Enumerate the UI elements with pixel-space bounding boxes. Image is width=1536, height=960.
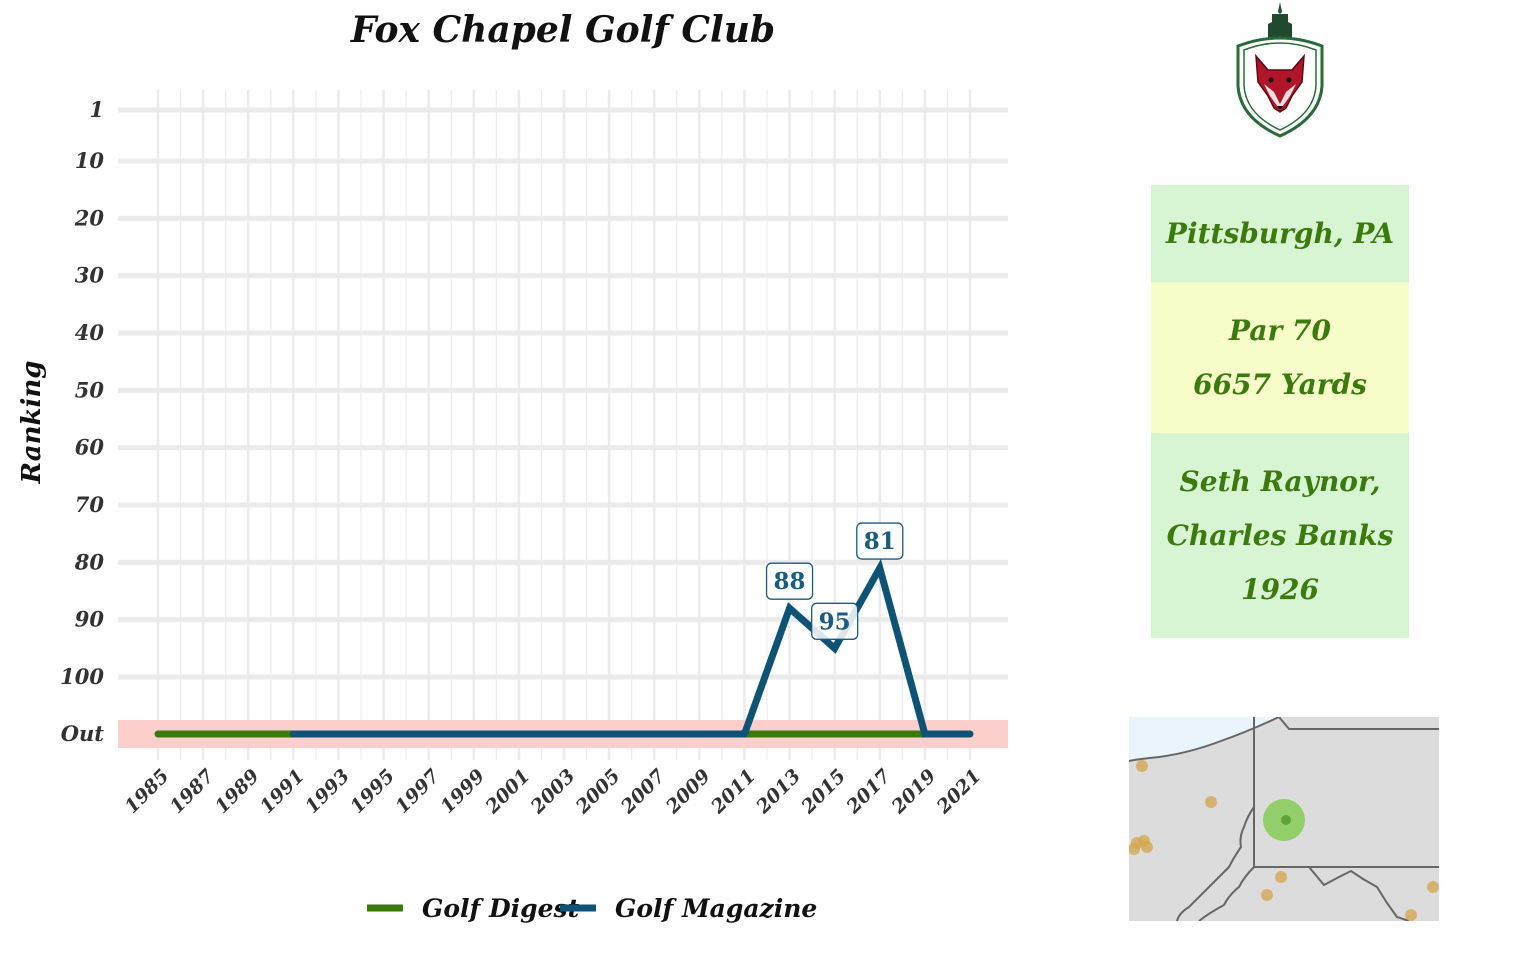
x-tick-label: 1987: [166, 765, 219, 818]
y-tick-label: 80: [74, 549, 105, 574]
x-axis-ticks: 1985198719891991199319951997199920012003…: [121, 765, 986, 819]
architect-2-text: Charles Banks: [1166, 518, 1394, 552]
point-label-box: [765, 562, 814, 600]
y-tick-label: 20: [74, 205, 105, 230]
point-labels: 88 95 81: [765, 522, 904, 640]
y-tick-label: 70: [75, 492, 105, 517]
point-label: 95: [819, 608, 851, 635]
y-tick-label: 90: [75, 607, 105, 632]
chart-title: Fox Chapel Golf Club: [350, 9, 775, 51]
x-tick-label: 1999: [436, 765, 489, 818]
x-tick-label: 1997: [391, 765, 444, 818]
par-yards-box: Par 70 6657 Yards: [1151, 282, 1409, 433]
architect-1-text: Seth Raynor,: [1179, 464, 1381, 498]
y-tick-label: Out: [61, 721, 105, 746]
legend-label: Golf Magazine: [615, 894, 817, 923]
y-tick-label: 40: [75, 320, 105, 345]
x-tick-label: 2011: [706, 765, 760, 819]
architect-box: Seth Raynor, Charles Banks 1926: [1151, 433, 1409, 638]
y-tick-label: 50: [75, 377, 105, 402]
x-tick-label: 2017: [842, 765, 896, 819]
x-tick-label: 1991: [256, 765, 309, 818]
x-tick-label: 2021: [932, 765, 986, 819]
x-tick-label: 1993: [301, 765, 354, 818]
location-box: Pittsburgh, PA: [1151, 185, 1409, 282]
y-axis-label: Ranking: [17, 361, 47, 485]
y-tick-label: 30: [75, 263, 105, 288]
location-text: Pittsburgh, PA: [1165, 216, 1395, 250]
y-tick-label: 1: [89, 97, 104, 122]
fox-crest-icon: [1236, 2, 1324, 138]
x-tick-label: 2009: [661, 765, 715, 819]
x-tick-label: 1985: [121, 765, 174, 818]
point-label: 88: [774, 568, 806, 595]
y-tick-label: 100: [60, 664, 104, 689]
series-line-golf-magazine: [289, 558, 974, 738]
x-tick-label: 2001: [481, 765, 535, 819]
x-tick-label: 2005: [571, 765, 625, 819]
x-tick-label: 2013: [751, 765, 805, 819]
x-tick-label: 2019: [887, 765, 941, 819]
x-tick-label: 1989: [211, 765, 264, 818]
y-axis-ticks: 1 10 20 30 40 50 60 70 80 90 100 Out: [60, 97, 104, 746]
x-tick-label: 2003: [526, 765, 580, 819]
point-label-box: [811, 602, 859, 640]
x-tick-label: 2007: [616, 765, 670, 819]
region-map: [1129, 717, 1439, 921]
yards-text: 6657 Yards: [1193, 367, 1367, 401]
y-tick-label: 60: [75, 435, 105, 460]
x-tick-label: 2015: [797, 765, 851, 819]
y-tick-label: 10: [75, 148, 105, 173]
x-tick-label: 1995: [346, 765, 399, 818]
series-lines: [154, 558, 974, 738]
grid: [118, 90, 1008, 760]
point-label-box: [856, 522, 904, 560]
legend-label: Golf Digest: [422, 894, 580, 923]
par-text: Par 70: [1229, 313, 1331, 347]
legend: Golf Digest Golf Magazine: [367, 894, 817, 923]
point-label: 81: [864, 528, 896, 555]
year-text: 1926: [1241, 572, 1319, 606]
